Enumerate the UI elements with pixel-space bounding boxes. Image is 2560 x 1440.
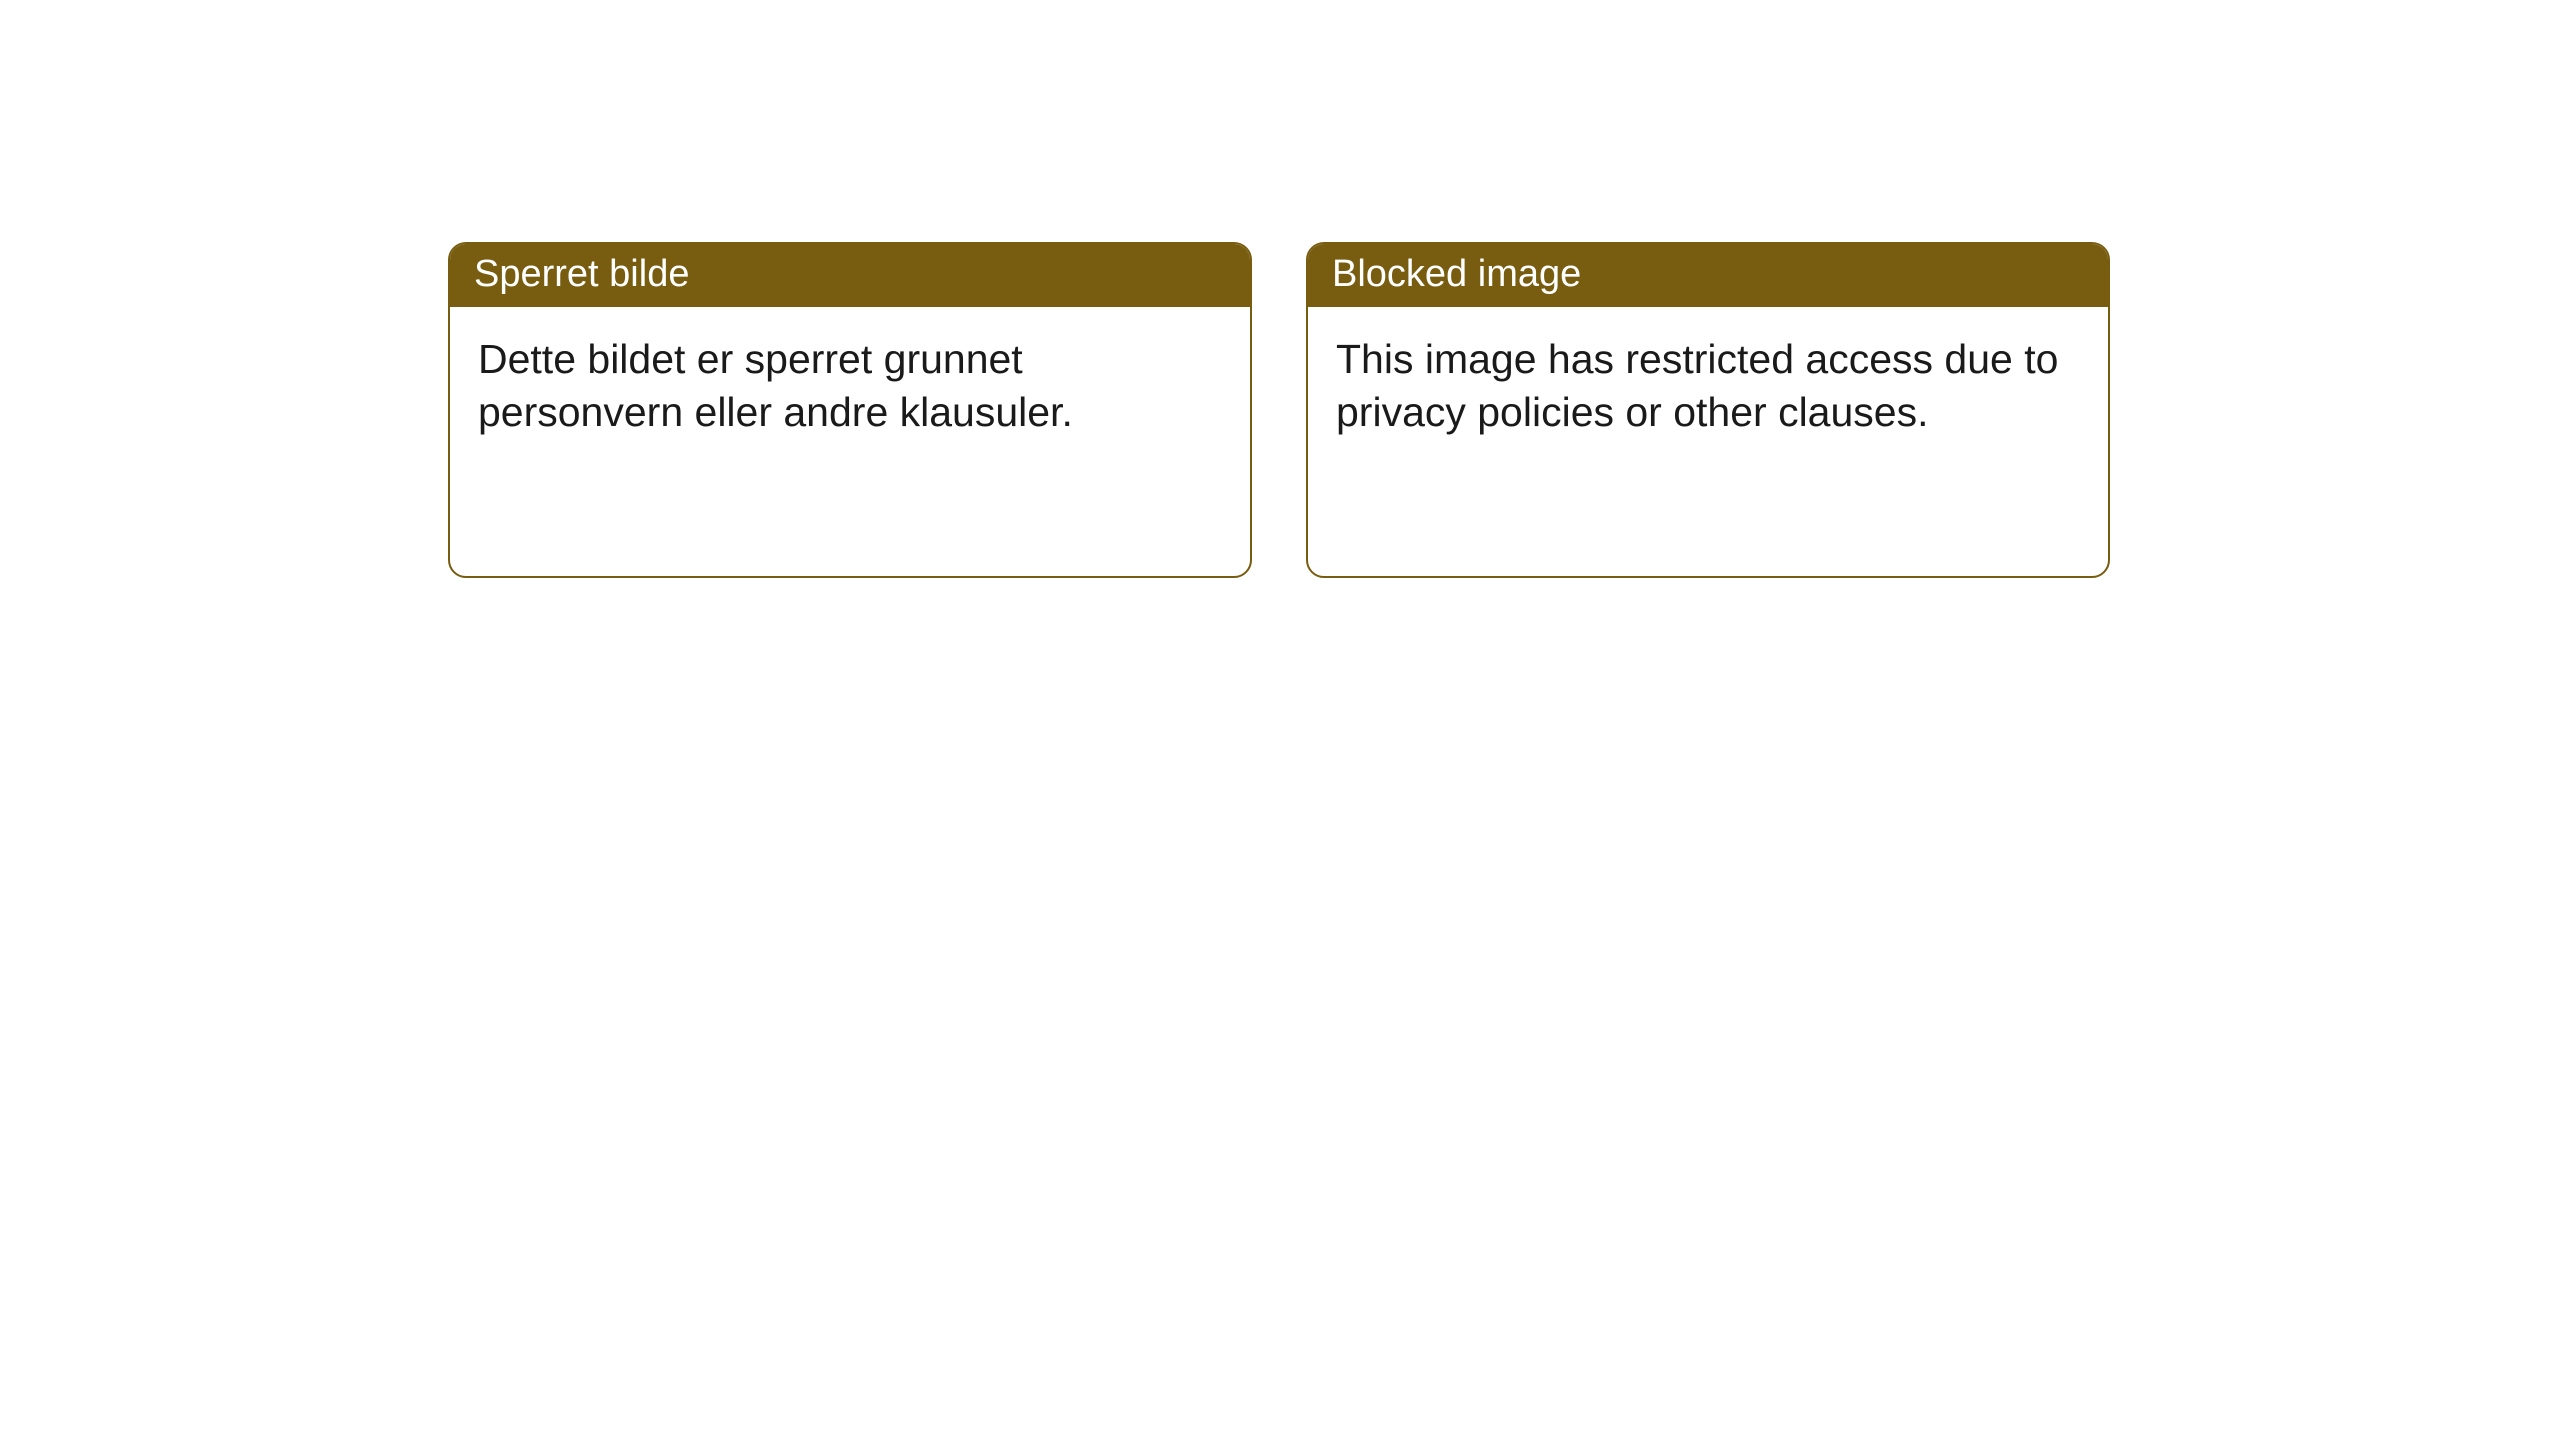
notice-card-norwegian: Sperret bilde Dette bildet er sperret gr… [448,242,1252,578]
notice-header: Blocked image [1308,244,2108,307]
notice-container: Sperret bilde Dette bildet er sperret gr… [0,0,2560,578]
notice-body: Dette bildet er sperret grunnet personve… [450,307,1250,464]
notice-header: Sperret bilde [450,244,1250,307]
notice-body: This image has restricted access due to … [1308,307,2108,464]
notice-card-english: Blocked image This image has restricted … [1306,242,2110,578]
